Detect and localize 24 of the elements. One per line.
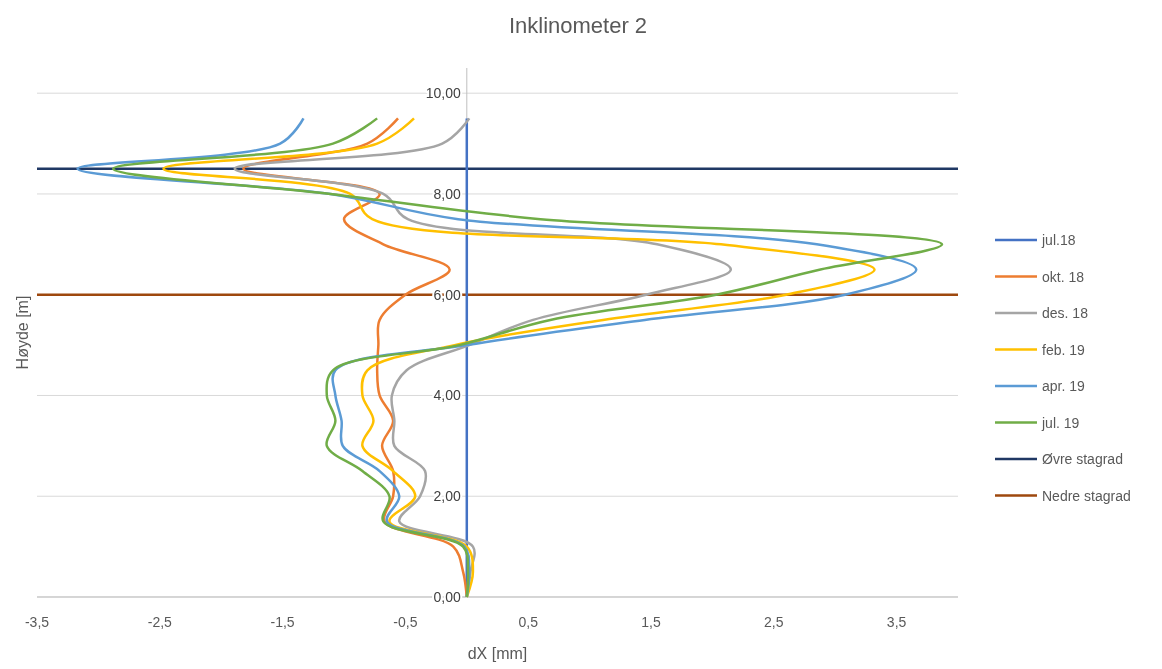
legend-label: Øvre stagrad — [1042, 451, 1123, 467]
x-tick-label: -3,5 — [24, 614, 50, 630]
legend-label: okt. 18 — [1042, 268, 1085, 285]
legend-label: jul. 19 — [1041, 414, 1080, 431]
x-tick-label: -0,5 — [393, 614, 418, 630]
y-tick-label: 2,00 — [433, 488, 462, 505]
y-axis-title: Høyde [m] — [14, 295, 31, 370]
legend-label: des. 18 — [1042, 305, 1089, 321]
x-tick-label: -1,5 — [270, 614, 295, 630]
legend-label: Nedre stagrad — [1042, 487, 1131, 504]
y-tick-label: 4,00 — [433, 387, 462, 404]
x-tick-label: 2,5 — [764, 614, 784, 630]
x-tick-label: 0,5 — [518, 614, 539, 630]
x-tick-label: 1,5 — [641, 614, 661, 630]
x-tick-label: -2,5 — [147, 614, 173, 630]
legend-label: apr. 19 — [1042, 378, 1086, 394]
legend-label: feb. 19 — [1042, 341, 1086, 358]
chart-title: Inklinometer 2 — [508, 13, 648, 38]
y-tick-label: 8,00 — [433, 185, 462, 202]
y-tick-label: 10,00 — [425, 85, 461, 102]
x-tick-label: 3,5 — [886, 614, 907, 630]
y-tick-label: 0,00 — [433, 589, 462, 605]
legend-label: jul.18 — [1041, 232, 1076, 248]
x-axis-title: dX [mm] — [467, 645, 528, 662]
